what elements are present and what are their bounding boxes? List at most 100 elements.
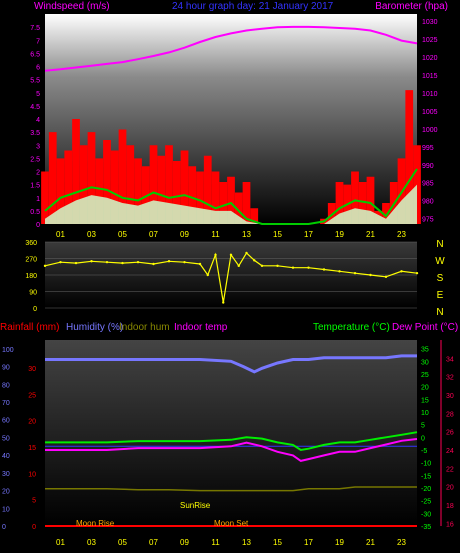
dew-point-tick-label: 32 [446,375,454,382]
windspeed-tick-label: 2.5 [30,156,40,163]
wind-gust-bar [382,203,390,224]
indoor-humidity-line [45,486,417,492]
wind-direction-point [74,261,78,265]
hour-tick-label: 15 [273,230,282,239]
indoor-hum-label: Indoor hum [119,322,170,333]
temperature-tick-label: 5 [421,423,425,430]
hour-tick-label: 03 [87,230,96,239]
wind-direction-point [400,270,403,273]
temperature-tick-label: -5 [421,448,427,455]
windspeed-tick-label: 6.5 [30,51,40,58]
temperature-tick-label: -35 [421,524,431,531]
wind-gust-bar [351,171,359,224]
hour-tick-label: 21 [366,538,375,547]
hour-tick-label: 11 [211,538,220,547]
rainfall-tick-label: 0 [32,524,36,531]
windspeed-tick-label: 1.5 [30,183,40,190]
wind-gust-bar [87,132,96,224]
hour-tick-label: 07 [149,538,158,547]
wind-gust-bar [242,182,251,224]
temperature-tick-label: -30 [421,511,431,518]
barometer-tick-label: 995 [422,145,434,152]
temperature-tick-label: 25 [421,372,429,379]
hour-tick-label: 19 [335,230,344,239]
dew-point-line [45,438,418,462]
wind-gust-bar [56,158,65,224]
windspeed-tick-label: 5.5 [30,78,40,85]
temperature-line [45,431,418,452]
windspeed-tick-label: 5 [36,91,40,98]
hour-tick-label: 01 [56,230,65,239]
wind-direction-point [384,275,388,279]
barometer-tick-label: 1000 [422,127,438,134]
windspeed-tick-label: 7 [36,38,40,45]
hour-tick-label: 05 [118,230,127,239]
windspeed-axis-label: Windspeed (m/s) [34,1,110,12]
barometer-line [44,25,418,72]
wind-direction-point [260,264,264,268]
climate-panel-background [45,340,417,526]
barometer-tick-label: 980 [422,199,434,206]
wind-gust-bar [250,208,259,224]
wind-direction-point [105,260,109,264]
temperature-tick-label: 35 [421,347,429,354]
wind-gust-bar [72,119,80,224]
wind-direction-point [90,260,93,263]
wind-direction-point [338,270,341,273]
temperature-axis-label: Temperature (°C) [313,322,390,333]
wind-direction-point [121,261,124,265]
humidity-tick-label: 90 [2,365,10,372]
hour-tick-label: 07 [149,230,158,239]
wind-direction-point [214,253,217,257]
compass-label: W [435,256,445,267]
wind-gust-bar [103,140,111,224]
wind-gust-bar [335,182,344,224]
temperature-tick-label: -20 [421,486,431,493]
wind-gust-bar [165,145,173,224]
dew-point-tick-label: 16 [446,521,454,528]
wind-gust-bar [211,171,220,224]
wind-direction-point [198,262,202,266]
wind-gust-bar [64,150,73,224]
barometer-tick-label: 1015 [422,73,438,80]
wind-gust-bar [126,145,135,224]
wind-direction-point [307,266,310,269]
hour-tick-label: 09 [180,538,189,547]
wind-gust-bar [110,150,119,224]
humidity-tick-label: 30 [2,471,10,478]
windspeed-tick-label: 3 [36,143,40,150]
barometer-tick-label: 1010 [422,91,438,98]
barometer-axis-label: Barometer (hpa) [375,1,448,12]
wind-direction-point [229,253,233,257]
rainfall-tick-label: 30 [28,366,36,373]
hour-tick-label: 23 [397,230,406,239]
wind-gust-bar [118,129,127,224]
windspeed-tick-label: 1 [36,196,40,203]
wind-direction-point [237,264,240,268]
compass-label: S [437,273,444,284]
hour-tick-label: 17 [304,538,313,547]
dew-point-tick-label: 24 [446,448,454,455]
direction-tick-label: 0 [33,306,37,313]
wind-gust-bar [188,166,197,224]
dew-point-tick-label: 28 [446,411,454,418]
wind-gust-bar [41,171,49,224]
wind-direction-point [167,260,171,263]
wind-direction-point [322,268,326,271]
graph-title: 24 hour graph day: 21 January 2017 [172,1,334,12]
humidity-axis-label: Humidity (%) [66,322,123,333]
wind-gust-bar [358,182,367,224]
temperature-tick-label: 30 [421,359,429,366]
wind-direction-point [253,259,256,262]
humidity-line [45,354,417,374]
hour-tick-label: 01 [56,538,65,547]
moon-set-annotation: Moon Set [214,519,249,528]
wind-average-line [44,168,418,225]
rainfall-axis-label: Rainfall (mm) [0,322,59,333]
wind-gust-bar [219,182,228,224]
temperature-tick-label: -15 [421,473,431,480]
wind-gust-bar [327,203,336,224]
wind-direction-point [59,260,62,264]
wind-gust-bar [48,132,57,224]
